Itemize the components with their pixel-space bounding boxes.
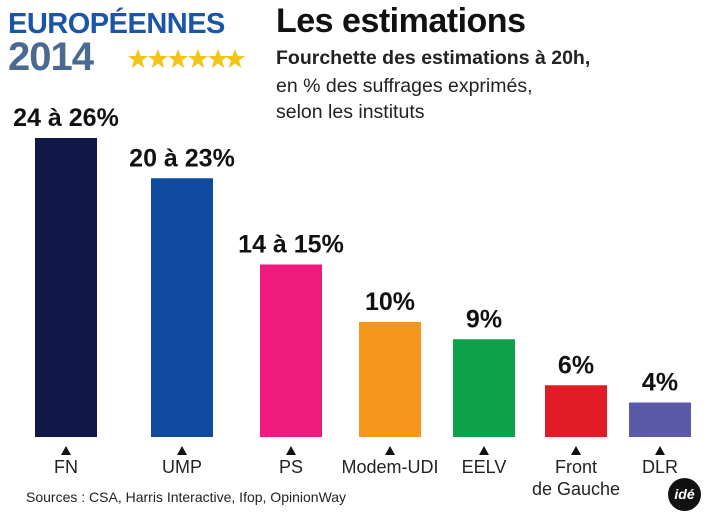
- category-label: Front: [555, 457, 597, 477]
- category-label: PS: [279, 457, 303, 477]
- bar-eelv: [453, 339, 515, 437]
- data-label: 24 à 26%: [13, 104, 119, 132]
- tick-marker: [61, 446, 71, 455]
- tick-marker: [286, 446, 296, 455]
- logo-year: 2014: [8, 35, 94, 79]
- bar-dlr: [629, 402, 691, 437]
- category-label: Modem-UDI: [341, 457, 438, 477]
- data-label: 6%: [558, 351, 594, 379]
- category-label: DLR: [642, 457, 678, 477]
- bar-fn: [35, 138, 97, 437]
- subtitle-bold: Fourchette des estimations à 20h,: [276, 47, 591, 69]
- page-title: Les estimations: [276, 2, 526, 40]
- category-label: FN: [54, 457, 78, 477]
- tick-marker: [177, 446, 187, 455]
- category-label: UMP: [162, 457, 202, 477]
- bar-ps: [260, 264, 322, 437]
- tick-marker: [571, 446, 581, 455]
- data-label: 9%: [466, 305, 502, 333]
- data-label: 20 à 23%: [129, 144, 235, 172]
- subtitle-line-2: en % des suffrages exprimés,: [276, 75, 533, 97]
- tick-marker: [479, 446, 489, 455]
- category-label: de Gauche: [532, 479, 620, 499]
- category-label: EELV: [462, 457, 507, 477]
- stars-icon: [128, 49, 245, 68]
- tick-marker: [385, 446, 395, 455]
- logo-word-europeennes: EUROPÉENNES: [8, 8, 225, 40]
- sources-note: Sources : CSA, Harris Interactive, Ifop,…: [26, 489, 347, 505]
- data-label: 10%: [365, 288, 415, 316]
- data-label: 14 à 15%: [238, 231, 344, 259]
- ide-badge: idé: [668, 478, 701, 511]
- bar-modem-udi: [359, 322, 421, 437]
- data-label: 4%: [642, 369, 678, 397]
- europeennes-2014-logo: EUROPÉENNES 2014: [6, 6, 246, 80]
- subtitle-line-3: selon les instituts: [276, 101, 425, 123]
- tick-marker: [655, 446, 665, 455]
- bar-ump: [151, 178, 213, 437]
- bar-front-de-gauche: [545, 385, 607, 437]
